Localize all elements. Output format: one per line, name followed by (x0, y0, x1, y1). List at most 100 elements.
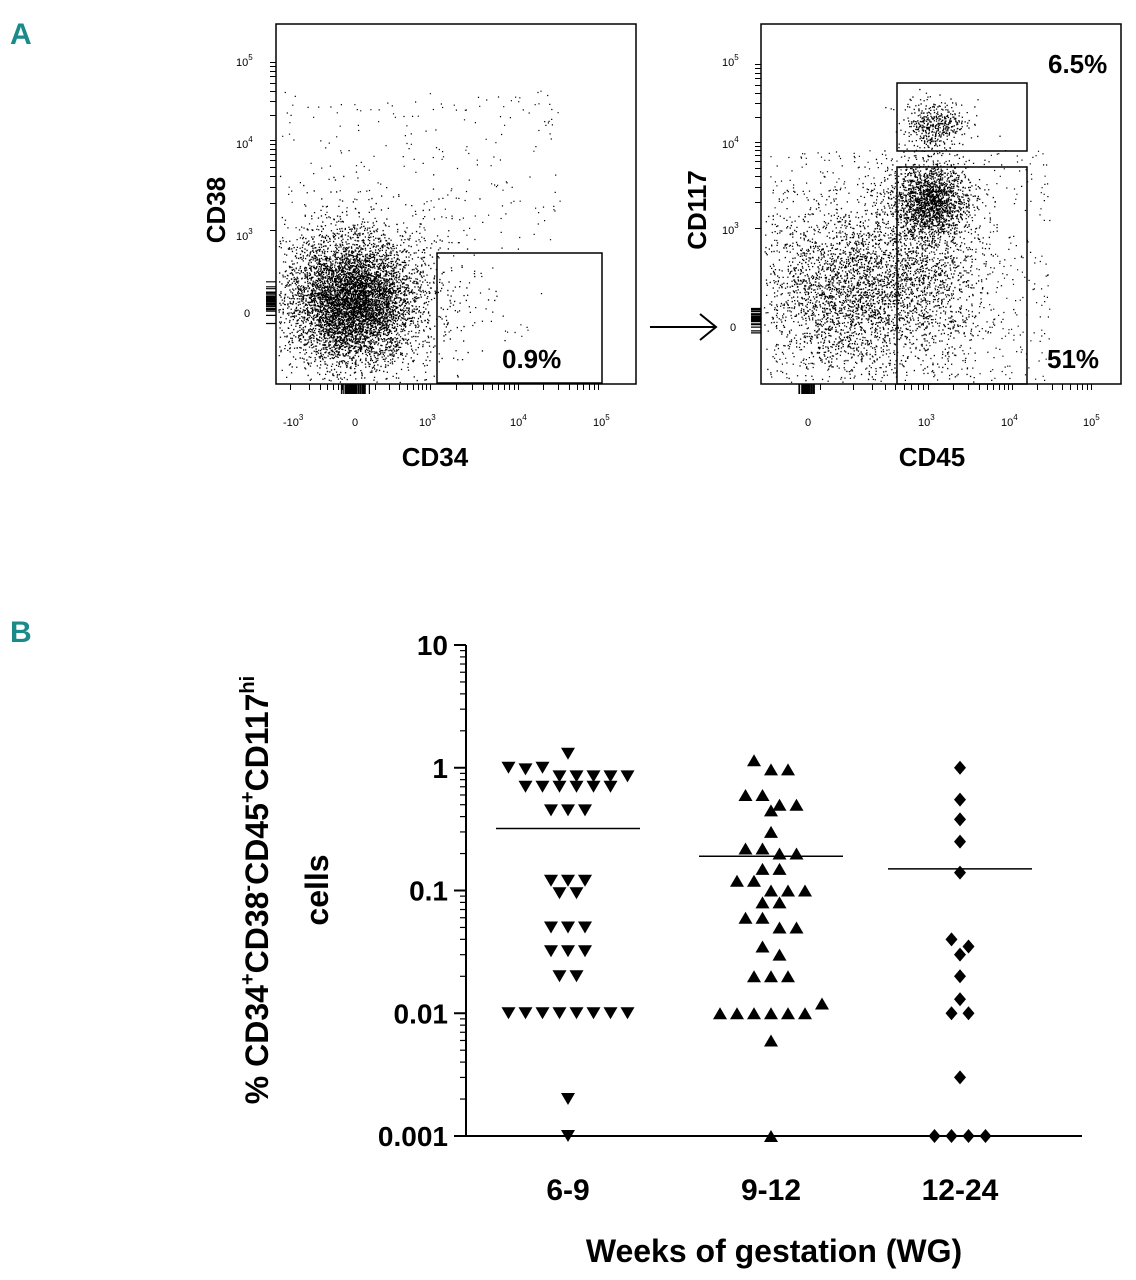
data-point-down-triangle (586, 780, 601, 793)
panel-b-label: B (10, 616, 32, 649)
data-point-diamond (962, 939, 975, 954)
data-point-diamond (954, 834, 966, 849)
event-dot-cluster (278, 171, 535, 382)
data-point-up-triangle (789, 798, 804, 811)
data-point-up-triangle (781, 884, 795, 897)
data-point-down-triangle (561, 874, 575, 887)
flow-plot-cd38-cd34: 0.9% 105 104 103 0 -103 0 103 104 105 CD… (201, 23, 637, 472)
data-point-down-triangle (561, 945, 575, 958)
event-dot-cluster (278, 179, 482, 384)
data-point-up-triangle (730, 1007, 744, 1020)
data-point-down-triangle (552, 887, 567, 900)
data-point-down-triangle (561, 1093, 575, 1106)
data-point-down-triangle (518, 780, 533, 793)
data-point-up-triangle (730, 874, 744, 887)
data-point-up-triangle (755, 842, 770, 855)
data-point-diamond (954, 865, 966, 880)
data-point-up-triangle (789, 847, 804, 860)
data-point-up-triangle (789, 921, 804, 934)
data-point-diamond (945, 1006, 958, 1021)
data-point-up-triangle (755, 788, 770, 801)
y-axis-title: % CD34+CD38-CD45+CD117hi cells (237, 676, 335, 1104)
y-tick-label: 0 (244, 308, 250, 320)
y-tick-label: 104 (236, 135, 253, 151)
data-point-down-triangle (518, 1007, 533, 1020)
data-point-up-triangle (755, 940, 770, 953)
x-axis-title: CD34 (402, 442, 469, 472)
data-point-up-triangle (815, 997, 829, 1010)
data-point-down-triangle (501, 1007, 516, 1020)
x-tick-label: 105 (1083, 413, 1100, 429)
data-point-up-triangle (764, 763, 778, 776)
data-point-up-triangle (781, 763, 795, 776)
x-tick-label: 0 (805, 417, 811, 429)
data-point-up-triangle (747, 1007, 761, 1020)
event-dots (751, 64, 1092, 394)
y-tick-label: 0 (730, 322, 736, 334)
y-tick-label: 0.001 (378, 1121, 448, 1152)
y-axis-title: CD38 (201, 177, 231, 243)
x-axis-categories: 6-9 9-12 12-24 (546, 1174, 998, 1207)
y-axis-ticks: 105 104 103 0 (236, 53, 253, 320)
data-point-diamond (928, 1129, 941, 1143)
data-point-up-triangle (772, 862, 787, 875)
x-tick-label: 0 (352, 417, 358, 429)
data-point-diamond (962, 1006, 975, 1021)
x-tick-label: 104 (510, 413, 527, 429)
y-axis-title-line1: % CD34+CD38-CD45+CD117hi (237, 676, 275, 1104)
data-point-down-triangle (561, 747, 575, 760)
x-tick-label: 6-9 (546, 1174, 589, 1207)
data-point-up-triangle (781, 970, 795, 983)
x-axis-ticks: -103 0 103 104 105 (283, 413, 610, 429)
data-point-diamond (954, 760, 966, 775)
axis-edge-events (751, 307, 815, 394)
data-point-down-triangle (586, 770, 601, 783)
data-point-down-triangle (578, 945, 592, 958)
data-point-up-triangle (772, 948, 787, 961)
event-dot-cluster (839, 106, 1023, 383)
event-dot-cluster (873, 139, 996, 261)
data-point-up-triangle (772, 921, 787, 934)
data-points (501, 747, 992, 1143)
x-axis-title: CD45 (899, 442, 965, 472)
data-point-up-triangle (713, 1007, 727, 1020)
event-dot-cluster (282, 90, 561, 250)
data-point-diamond (954, 969, 966, 984)
data-point-up-triangle (798, 1007, 812, 1020)
data-point-up-triangle (764, 1034, 778, 1047)
x-tick-label: 103 (918, 413, 935, 429)
data-point-diamond (979, 1129, 992, 1143)
y-tick-label: 103 (236, 227, 253, 243)
x-tick-label: 9-12 (741, 1174, 801, 1207)
y-tick-label: 0.1 (409, 876, 448, 907)
gate-cd117-hi (896, 82, 1028, 152)
data-point-up-triangle (747, 754, 761, 767)
data-point-up-triangle (747, 874, 761, 887)
data-point-down-triangle (578, 804, 592, 817)
gate-percentage: 51% (1047, 344, 1099, 374)
x-tick-label: -103 (283, 413, 304, 429)
flow-plot-cd117-cd45: 6.5% 51% 105 104 103 0 0 103 104 105 CD1… (682, 23, 1122, 472)
data-point-up-triangle (747, 970, 761, 983)
data-point-down-triangle (569, 770, 584, 783)
data-point-diamond (954, 992, 966, 1007)
data-point-up-triangle (764, 970, 778, 983)
data-point-down-triangle (561, 804, 575, 817)
data-point-up-triangle (764, 825, 778, 838)
x-tick-label: 12-24 (922, 1174, 999, 1207)
event-dot-cluster (441, 181, 545, 337)
data-point-down-triangle (535, 761, 550, 774)
y-tick-label: 1 (432, 753, 448, 784)
y-tick-label: 105 (722, 53, 739, 69)
data-point-diamond (954, 792, 966, 807)
data-point-down-triangle (603, 770, 618, 783)
y-axis-ticks: 105 104 103 0 (722, 53, 739, 334)
y-tick-label: 0.01 (394, 998, 449, 1029)
data-point-up-triangle (764, 1007, 778, 1020)
data-point-diamond (945, 1129, 958, 1143)
y-tick-label: 104 (722, 135, 739, 151)
x-tick-label: 105 (593, 413, 610, 429)
data-point-diamond (954, 1070, 966, 1085)
data-point-down-triangle (552, 1007, 567, 1020)
gate-percentage: 0.9% (502, 344, 561, 374)
